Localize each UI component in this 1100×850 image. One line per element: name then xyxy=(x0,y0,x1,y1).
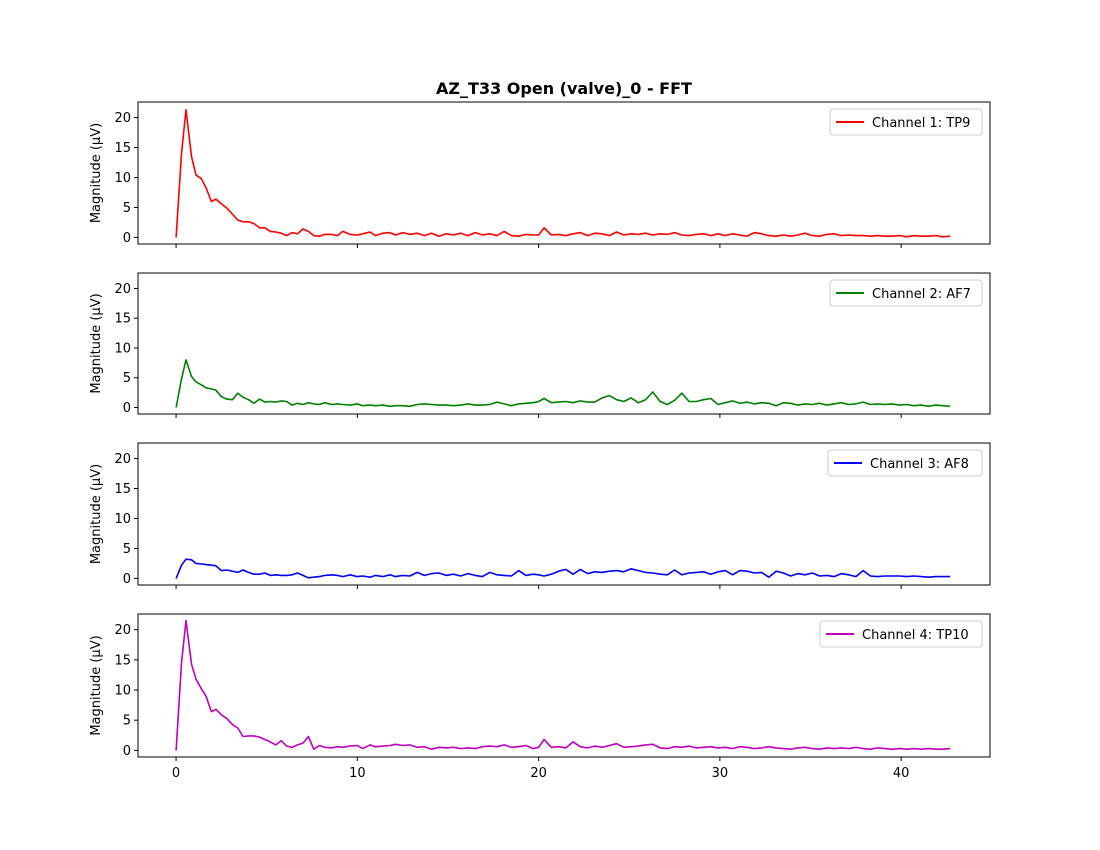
x-tick-label: 40 xyxy=(893,766,910,781)
subplot-4: 0 5 10 15 20 0 10 20 30 40 Magnitude (μV) Channel 4… xyxy=(89,613,991,781)
series-line-channel-3 xyxy=(175,558,951,579)
subplots: 0 5 10 15 20 Magnitude (μV) Channel 1: TP9 0 5 10… xyxy=(89,101,991,781)
y-tick-label: 20 xyxy=(114,282,131,297)
x-tick-label: 10 xyxy=(349,766,366,781)
y-tick-label: 15 xyxy=(114,653,131,668)
axes-frame xyxy=(137,272,991,415)
chart-title: AZ_T33 Open (valve)_0 - FFT xyxy=(436,79,692,98)
y-tick-label: 5 xyxy=(123,542,131,557)
axes-frame xyxy=(137,101,991,245)
series-line-channel-4 xyxy=(175,619,951,751)
x-tick-label: 20 xyxy=(530,766,547,781)
y-tick-label: 10 xyxy=(114,171,131,186)
y-tick-label: 15 xyxy=(114,312,131,327)
x-tick-label: 0 xyxy=(172,766,180,781)
x-tick-label: 30 xyxy=(712,766,729,781)
y-tick-label: 10 xyxy=(114,512,131,527)
legend-label: Channel 1: TP9 xyxy=(872,116,970,131)
y-tick-label: 5 xyxy=(123,371,131,386)
subplot-2: 0 5 10 15 20 Magnitude (μV) Channel 2: AF7 xyxy=(89,272,991,418)
series-line-channel-1 xyxy=(175,109,951,238)
legend-box xyxy=(829,108,983,136)
axes-frame xyxy=(137,613,991,758)
subplot-1: 0 5 10 15 20 Magnitude (μV) Channel 1: TP9 xyxy=(89,101,991,248)
y-tick-label: 0 xyxy=(123,401,131,416)
legend-box xyxy=(827,449,983,477)
y-tick-label: 15 xyxy=(114,141,131,156)
legend-label: Channel 4: TP10 xyxy=(862,628,969,643)
y-tick-label: 0 xyxy=(123,572,131,587)
legend-box xyxy=(829,279,983,307)
y-axis-label: Magnitude (μV) xyxy=(89,123,104,223)
y-tick-label: 0 xyxy=(123,231,131,246)
y-tick-label: 10 xyxy=(114,341,131,356)
y-tick-label: 15 xyxy=(114,482,131,497)
series-line-channel-2 xyxy=(175,359,951,408)
y-tick-label: 5 xyxy=(123,714,131,729)
y-axis-label: Magnitude (μV) xyxy=(89,635,104,735)
y-tick-label: 0 xyxy=(123,744,131,759)
subplot-3: 0 5 10 15 20 Magnitude (μV) Channel 3: AF8 xyxy=(89,442,991,589)
legend-label: Channel 2: AF7 xyxy=(872,287,971,302)
legend-box xyxy=(819,620,983,648)
y-tick-label: 5 xyxy=(123,201,131,216)
axes-frame xyxy=(137,442,991,586)
legend-label: Channel 3: AF8 xyxy=(870,457,969,472)
y-axis-label: Magnitude (μV) xyxy=(89,293,104,393)
y-tick-label: 20 xyxy=(114,111,131,126)
y-axis-label: Magnitude (μV) xyxy=(89,464,104,564)
y-tick-label: 20 xyxy=(114,623,131,638)
y-tick-label: 20 xyxy=(114,452,131,467)
y-tick-label: 10 xyxy=(114,684,131,699)
